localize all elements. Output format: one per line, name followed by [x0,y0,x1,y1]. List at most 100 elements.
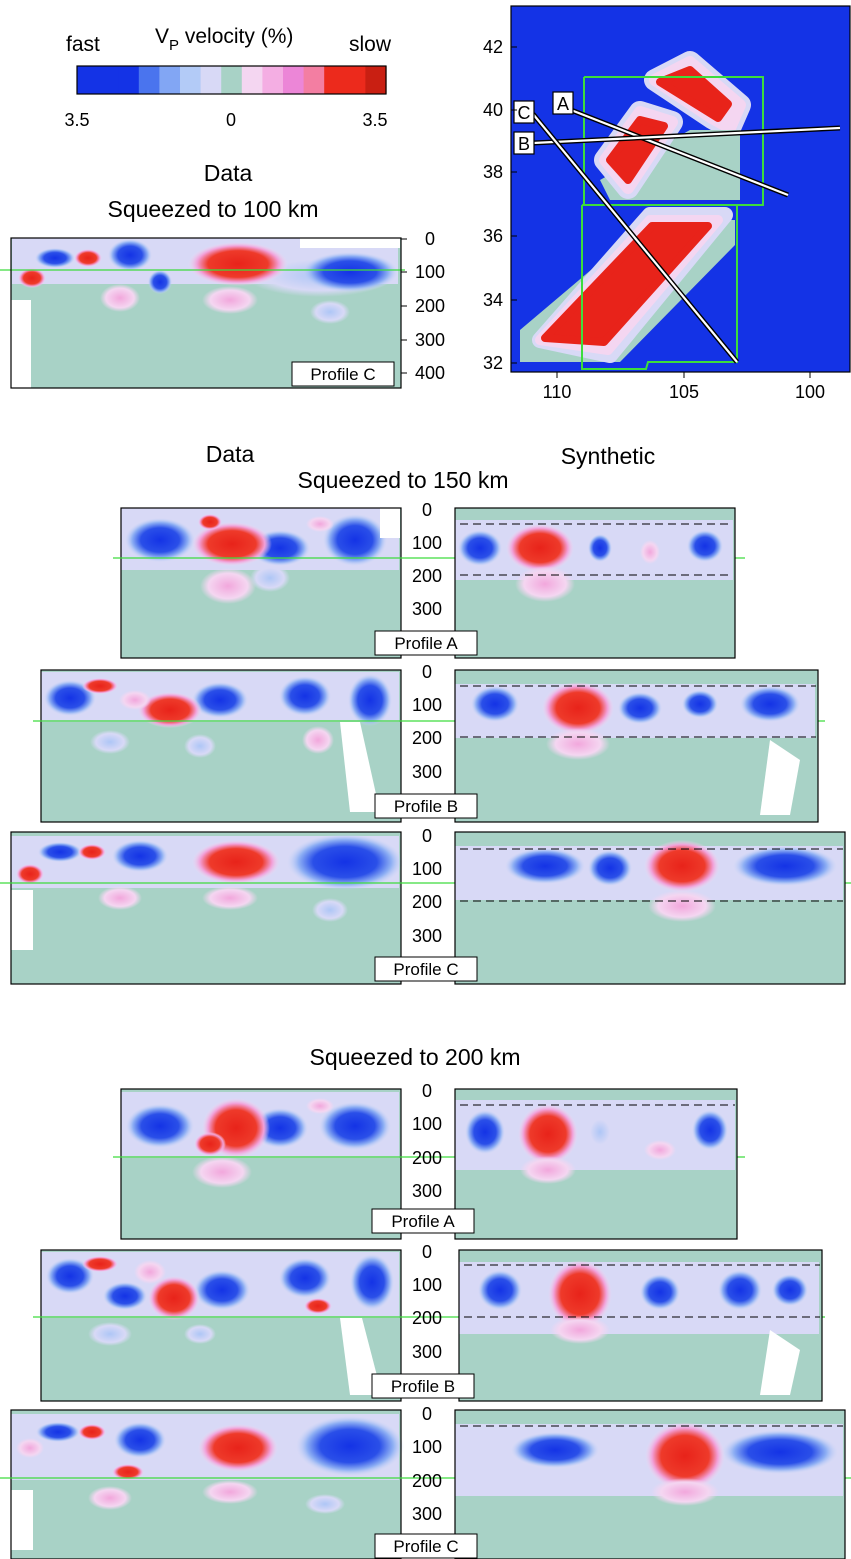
fast-anomaly [108,239,152,271]
depth-tick: 300 [415,330,445,350]
colorbar-swatches [77,66,387,94]
colorbar-swatch [365,66,387,94]
depth-tick: 300 [412,762,442,782]
panel-150-profile-b-synthetic [454,669,819,823]
colorbar-title: VP velocity (%) [155,25,293,54]
panel-150-profile-a-synthetic [454,507,736,659]
profile-label: Profile B [394,797,458,816]
colorbar-swatch [283,66,305,94]
heading-squeezed-200: Squeezed to 200 km [310,1044,521,1070]
fast-anomaly [35,248,75,268]
colorbar-swatch [97,66,119,94]
lat-tick-38: 38 [483,162,503,182]
map-label-a-box [552,91,574,115]
depth-tick: 200 [415,296,445,316]
depth-tick: 200 [412,1148,442,1168]
profile-label: Profile B [391,1377,455,1396]
depth-tick: 100 [412,859,442,879]
depth-tick: 0 [425,229,435,249]
map-label-b-box [513,131,535,155]
lat-tick-42: 42 [483,37,503,57]
lat-tick-32: 32 [483,353,503,373]
map-frame [510,5,851,373]
map-label-c: C [518,103,531,123]
depth-tick: 0 [422,1242,432,1262]
panel-150-profile-c-data [0,831,851,985]
map-profile-line-b-inner [532,126,841,145]
colorbar-title-rest: velocity (%) [179,25,293,48]
colorbar-swatch [262,66,284,94]
lat-tick-34: 34 [483,290,503,310]
depth-tick: 0 [422,826,432,846]
heading-data-150: Data [206,441,255,467]
colorbar-slow-label: slow [349,33,392,56]
depth-tick: 300 [412,1342,442,1362]
map-label-b: B [518,134,530,154]
colorbar-swatch [77,66,99,94]
heading-synthetic: Synthetic [561,443,656,469]
colorbar-swatch [180,66,202,94]
profile-label: Profile A [391,1212,455,1231]
panel-200-profile-a-data [113,1088,745,1240]
slow-anomaly [188,242,288,286]
colorbar-title-sub: P [169,37,179,54]
colorbar-swatch [118,66,140,94]
panel-200-profile-a-synthetic [454,1088,738,1240]
profile-label-box [374,793,478,819]
profile-label-box [374,956,478,982]
depth-tick: 100 [412,1114,442,1134]
profile-label-box [291,361,395,387]
colorbar-swatch [200,66,222,94]
depth-tick: 100 [412,1437,442,1457]
fast-anomaly [302,252,398,292]
pink-anomaly [202,286,258,314]
depth-tick: 200 [412,728,442,748]
colorbar-swatch [159,66,181,94]
colorbar-swatch [221,66,243,94]
depth-tick: 300 [412,599,442,619]
depth-axis-150c: 0 100 200 300 [412,826,442,946]
colorbar-fast-label: fast [66,33,100,56]
depth-tick: 300 [412,1504,442,1524]
panel-200-profile-b-data [33,1249,825,1402]
lon-tick-110: 110 [543,382,572,402]
panel-100-profile-c: Profile C 0 100 200 300 400 [0,229,445,389]
lon-tick-100: 100 [795,382,825,402]
depth-tick: 100 [412,695,442,715]
lat-tick-40: 40 [483,100,503,120]
fast-anomaly [148,270,172,294]
depth-axis-200a: 0 100 200 300 [412,1081,442,1201]
colorbar-swatch [241,66,263,94]
colorbar-swatch [324,66,346,94]
lat-tick-36: 36 [483,226,503,246]
profile-label: Profile C [310,365,375,384]
location-map: A B C 42 40 38 36 34 32 110 105 100 [483,5,851,402]
profile-label-box [371,1208,475,1234]
lon-tick-105: 105 [669,382,699,402]
panel-150-profile-a-data [113,507,745,659]
profile-label: Profile C [393,1537,458,1556]
map-profile-line-a-inner [570,108,789,197]
pink-anomaly [100,284,140,312]
map-longitude-axis: 110 105 100 [543,372,825,402]
map-model-box-upper [583,76,764,206]
depth-tick: 200 [412,892,442,912]
colorbar: fast VP velocity (%) slow 3.5 0 3.5 [64,25,391,130]
fast-anomaly [310,300,350,324]
panel-frame [10,237,402,389]
depth-tick: 200 [412,1471,442,1491]
map-model-box-lower [581,204,738,370]
blank-region [300,238,400,248]
colorbar-title-v: V [155,25,169,48]
depth-axis: 0 100 200 300 400 [401,229,445,383]
panel-200-profile-c-synthetic [454,1409,846,1559]
depth-tick: 100 [412,1275,442,1295]
depth-tick: 300 [412,926,442,946]
profile-label: Profile A [394,634,458,653]
colorbar-tick-right: 3.5 [362,110,387,130]
depth-axis-150b: 0 100 200 300 [412,662,442,782]
slow-anomaly [74,249,102,267]
panel-150-profile-c-synthetic [454,831,846,985]
